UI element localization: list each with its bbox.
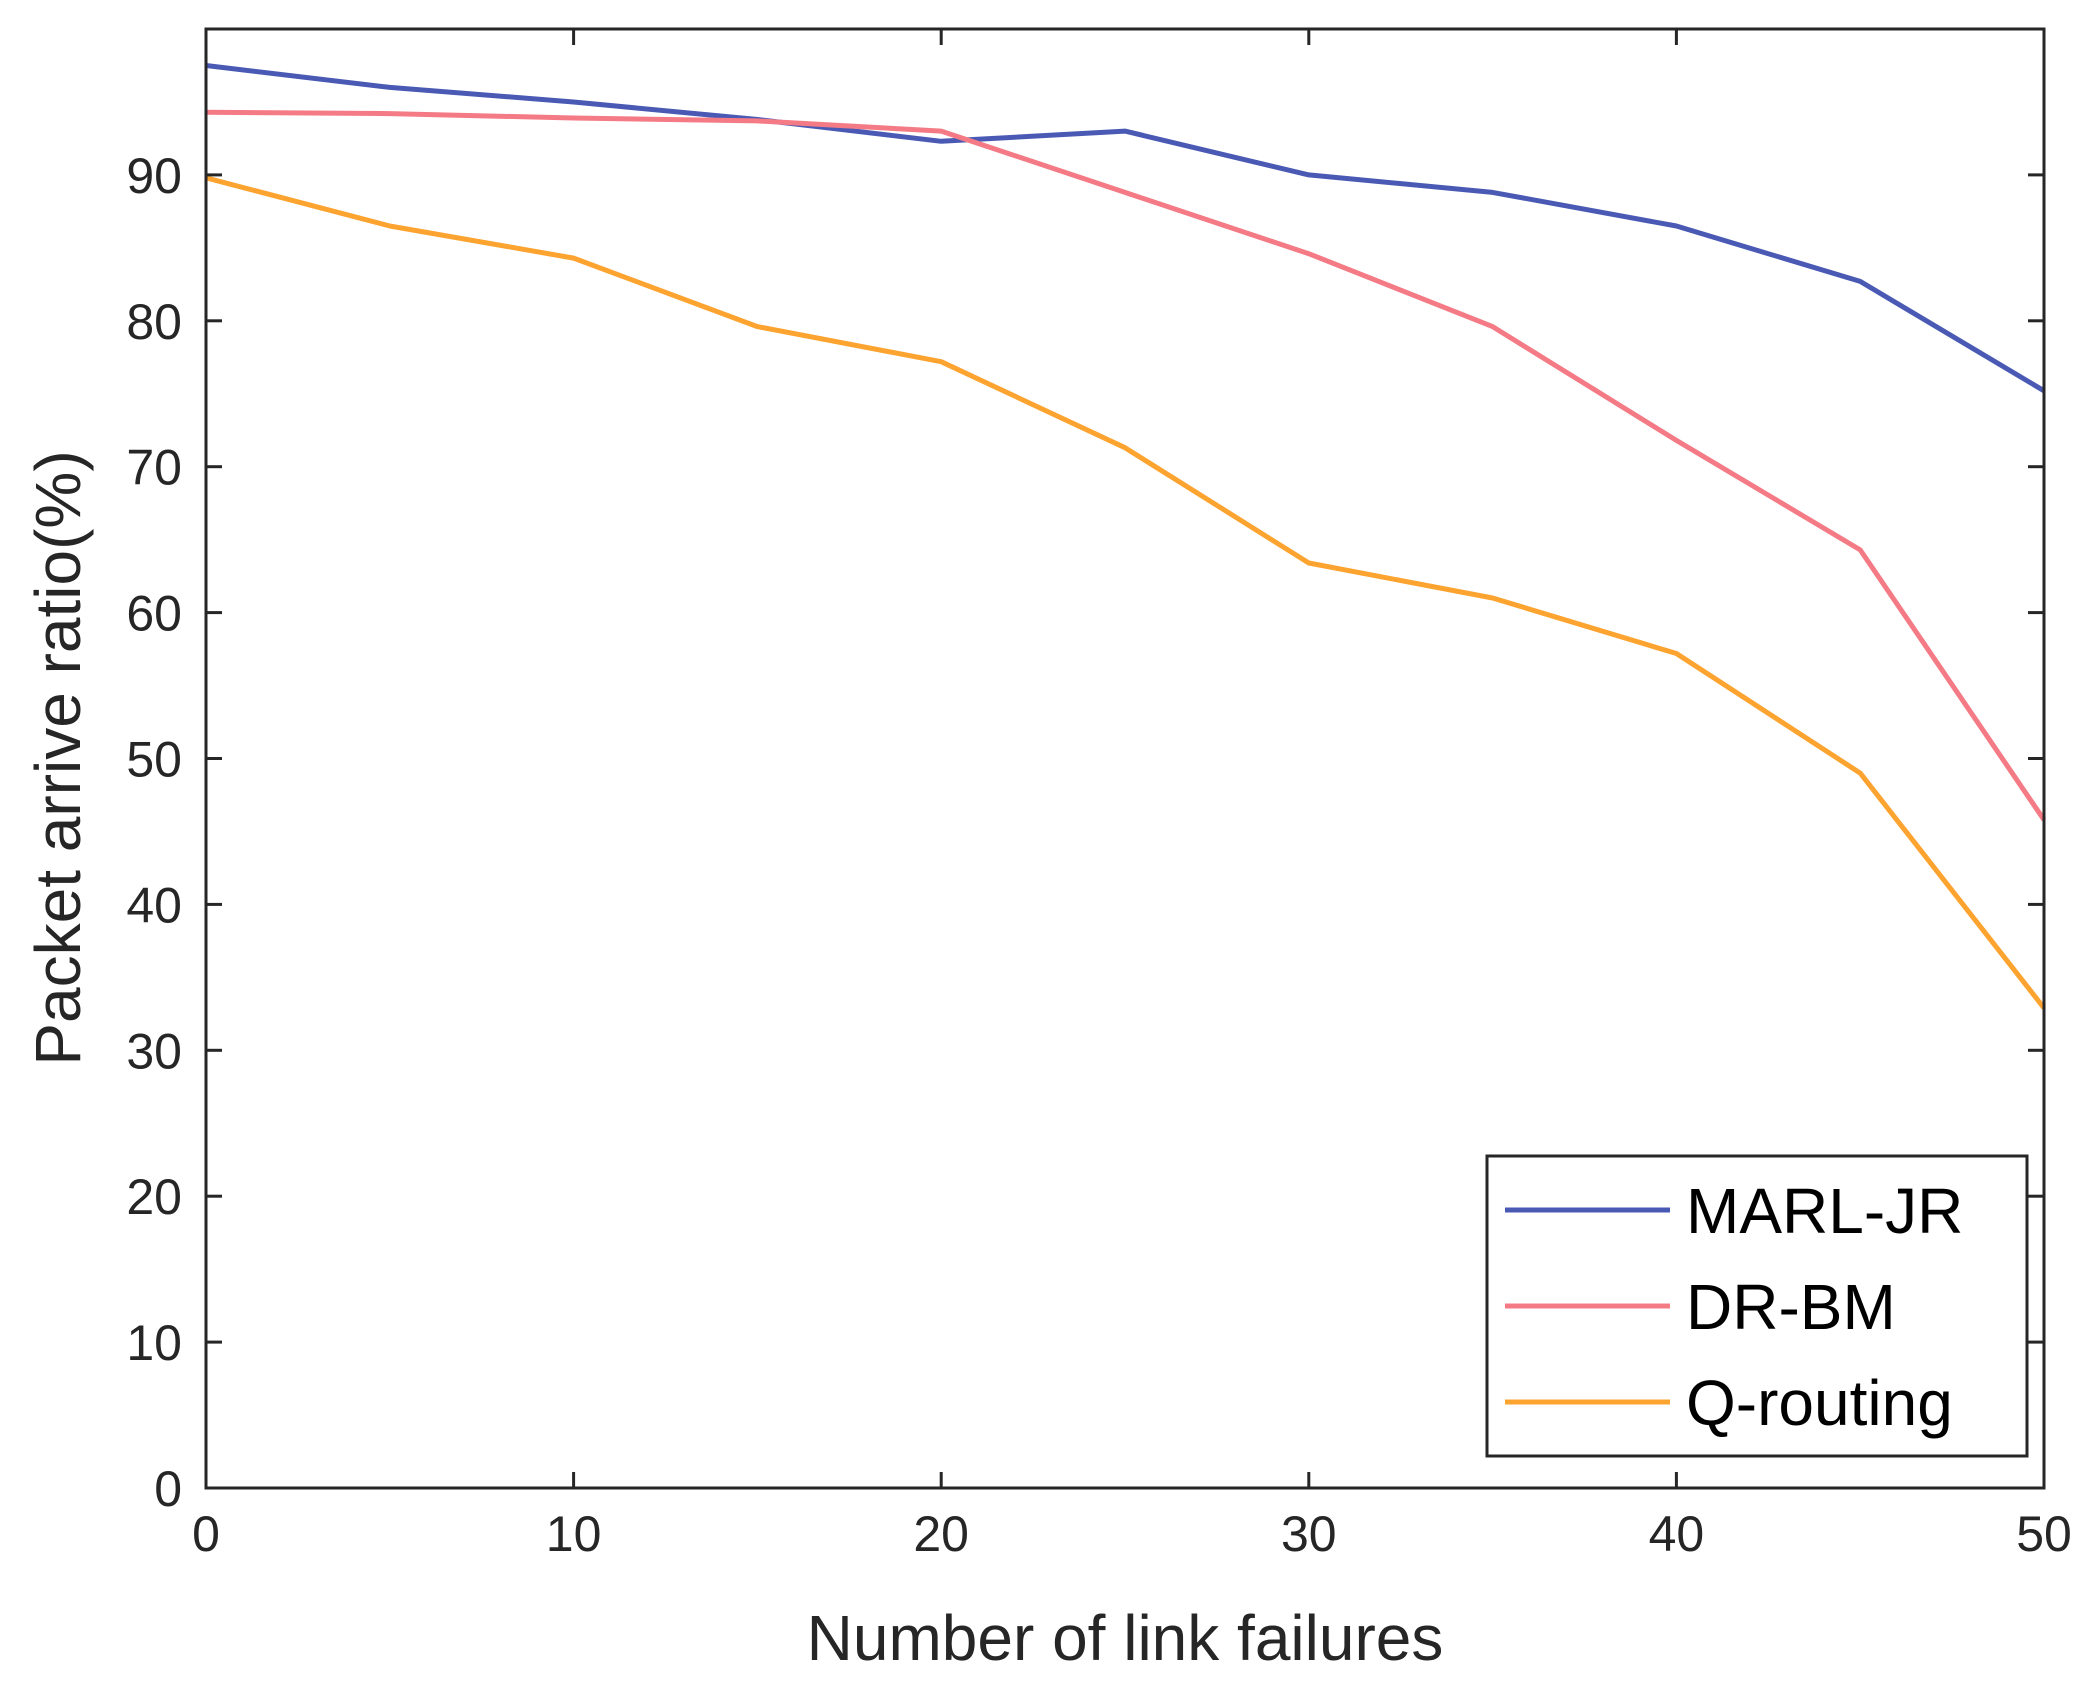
y-tick-label-40: 40 [126, 877, 182, 933]
x-axis-label: Number of link failures [807, 1602, 1444, 1674]
x-tick-label-40: 40 [1649, 1506, 1705, 1562]
y-tick-label-80: 80 [126, 294, 182, 350]
y-tick-label-20: 20 [126, 1169, 182, 1225]
y-tick-label-70: 70 [126, 440, 182, 496]
legend-label-marl-jr: MARL-JR [1686, 1175, 1963, 1247]
y-tick-label-90: 90 [126, 148, 182, 204]
x-tick-label-50: 50 [2016, 1506, 2072, 1562]
series-layer [205, 63, 2047, 1010]
ticks-layer: 0 10 20 30 40 50 0 10 20 30 40 50 60 70 80 90 [126, 29, 2072, 1562]
legend-label-dr-bm: DR-BM [1686, 1271, 1896, 1343]
x-tick-label-0: 0 [192, 1506, 220, 1562]
legend: MARL-JR DR-BM Q-routing [1485, 1154, 2029, 1458]
y-tick-label-60: 60 [126, 586, 182, 642]
series-line-marl-jr [205, 63, 2046, 393]
series-line-dr-bm [205, 109, 2047, 822]
y-axis-label: Packet arrive ratio(%) [22, 450, 94, 1065]
y-tick-label-50: 50 [126, 732, 182, 788]
y-tick-label-30: 30 [126, 1023, 182, 1079]
x-tick-label-20: 20 [913, 1506, 969, 1562]
legend-label-q-routing: Q-routing [1686, 1367, 1953, 1439]
x-tick-label-30: 30 [1281, 1506, 1337, 1562]
x-tick-label-10: 10 [546, 1506, 602, 1562]
series-line-q-routing [205, 175, 2046, 1010]
y-tick-label-10: 10 [126, 1315, 182, 1371]
y-tick-label-0: 0 [154, 1461, 182, 1517]
